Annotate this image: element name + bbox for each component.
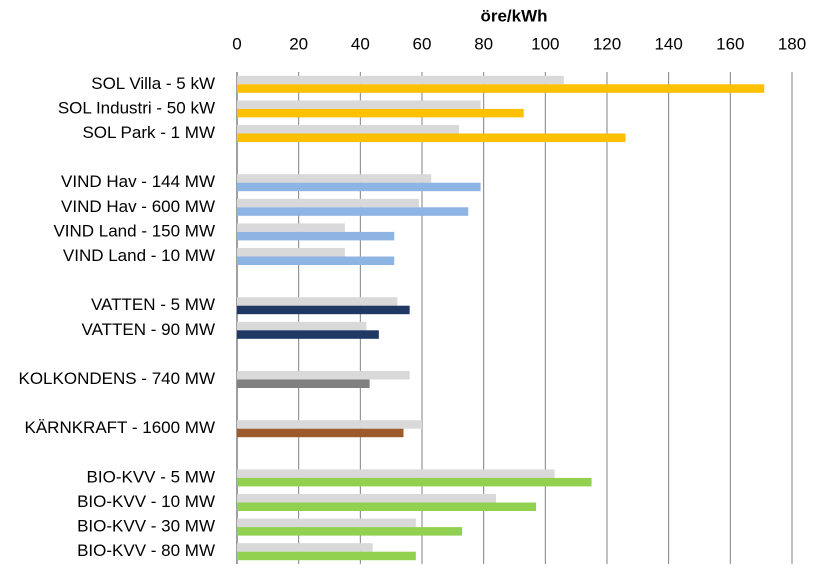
bar [237, 207, 469, 216]
bar [237, 477, 592, 487]
y-tick-label: BIO-KVV - 80 MW [77, 541, 215, 560]
x-tick-label: 120 [593, 34, 621, 53]
bar [237, 551, 416, 561]
x-tick-label: 160 [716, 34, 744, 53]
x-tick-label: 20 [289, 34, 308, 53]
bar [237, 518, 416, 528]
y-tick-label: VATTEN - 90 MW [82, 320, 216, 339]
bar [237, 84, 765, 93]
bar [237, 428, 404, 438]
bar [237, 231, 395, 241]
x-tick-label: 140 [654, 34, 682, 53]
bar [237, 198, 419, 208]
y-tick-label: SOL Villa - 5 kW [91, 74, 215, 93]
bar [237, 248, 345, 257]
x-tick-label: 40 [351, 34, 370, 53]
bar [237, 108, 524, 118]
bar [237, 182, 481, 192]
bar [237, 371, 410, 380]
y-tick-label: VIND Land - 150 MW [53, 221, 215, 240]
bar [237, 75, 564, 85]
y-tick-label: VIND Hav - 144 MW [61, 172, 215, 191]
x-tick-label: 60 [413, 34, 432, 53]
bar [237, 469, 555, 478]
y-tick-label: BIO-KVV - 5 MW [87, 467, 215, 486]
y-tick-label: BIO-KVV - 10 MW [77, 492, 215, 511]
y-tick-label: VIND Land - 10 MW [63, 246, 215, 265]
bar [237, 321, 367, 331]
bar [237, 223, 345, 232]
bar [237, 494, 496, 503]
y-tick-label: VIND Hav - 600 MW [61, 197, 215, 216]
y-tick-label: SOL Park - 1 MW [82, 123, 215, 142]
x-tick-label: 0 [232, 34, 241, 53]
x-tick-label: 80 [474, 34, 493, 53]
x-tick-label: 100 [531, 34, 559, 53]
chart-title: öre/kWh [480, 6, 547, 25]
x-tick-label: 180 [778, 34, 806, 53]
bar [237, 100, 481, 109]
bar [237, 527, 463, 536]
bar [237, 125, 459, 134]
bar [237, 420, 422, 429]
bar [237, 174, 432, 183]
bar [237, 305, 410, 315]
bar [237, 297, 398, 306]
y-tick-label: KÄRNKRAFT - 1600 MW [24, 418, 215, 437]
y-tick-label: VATTEN - 5 MW [91, 295, 215, 314]
bar [237, 256, 395, 265]
bar [237, 543, 373, 552]
bar [237, 330, 379, 339]
bar [237, 379, 370, 388]
y-tick-label: BIO-KVV - 30 MW [77, 517, 215, 536]
bar [237, 133, 626, 142]
y-tick-label: SOL Industri - 50 kW [58, 98, 215, 117]
bar [237, 502, 537, 511]
y-tick-label: KOLKONDENS - 740 MW [19, 369, 216, 388]
